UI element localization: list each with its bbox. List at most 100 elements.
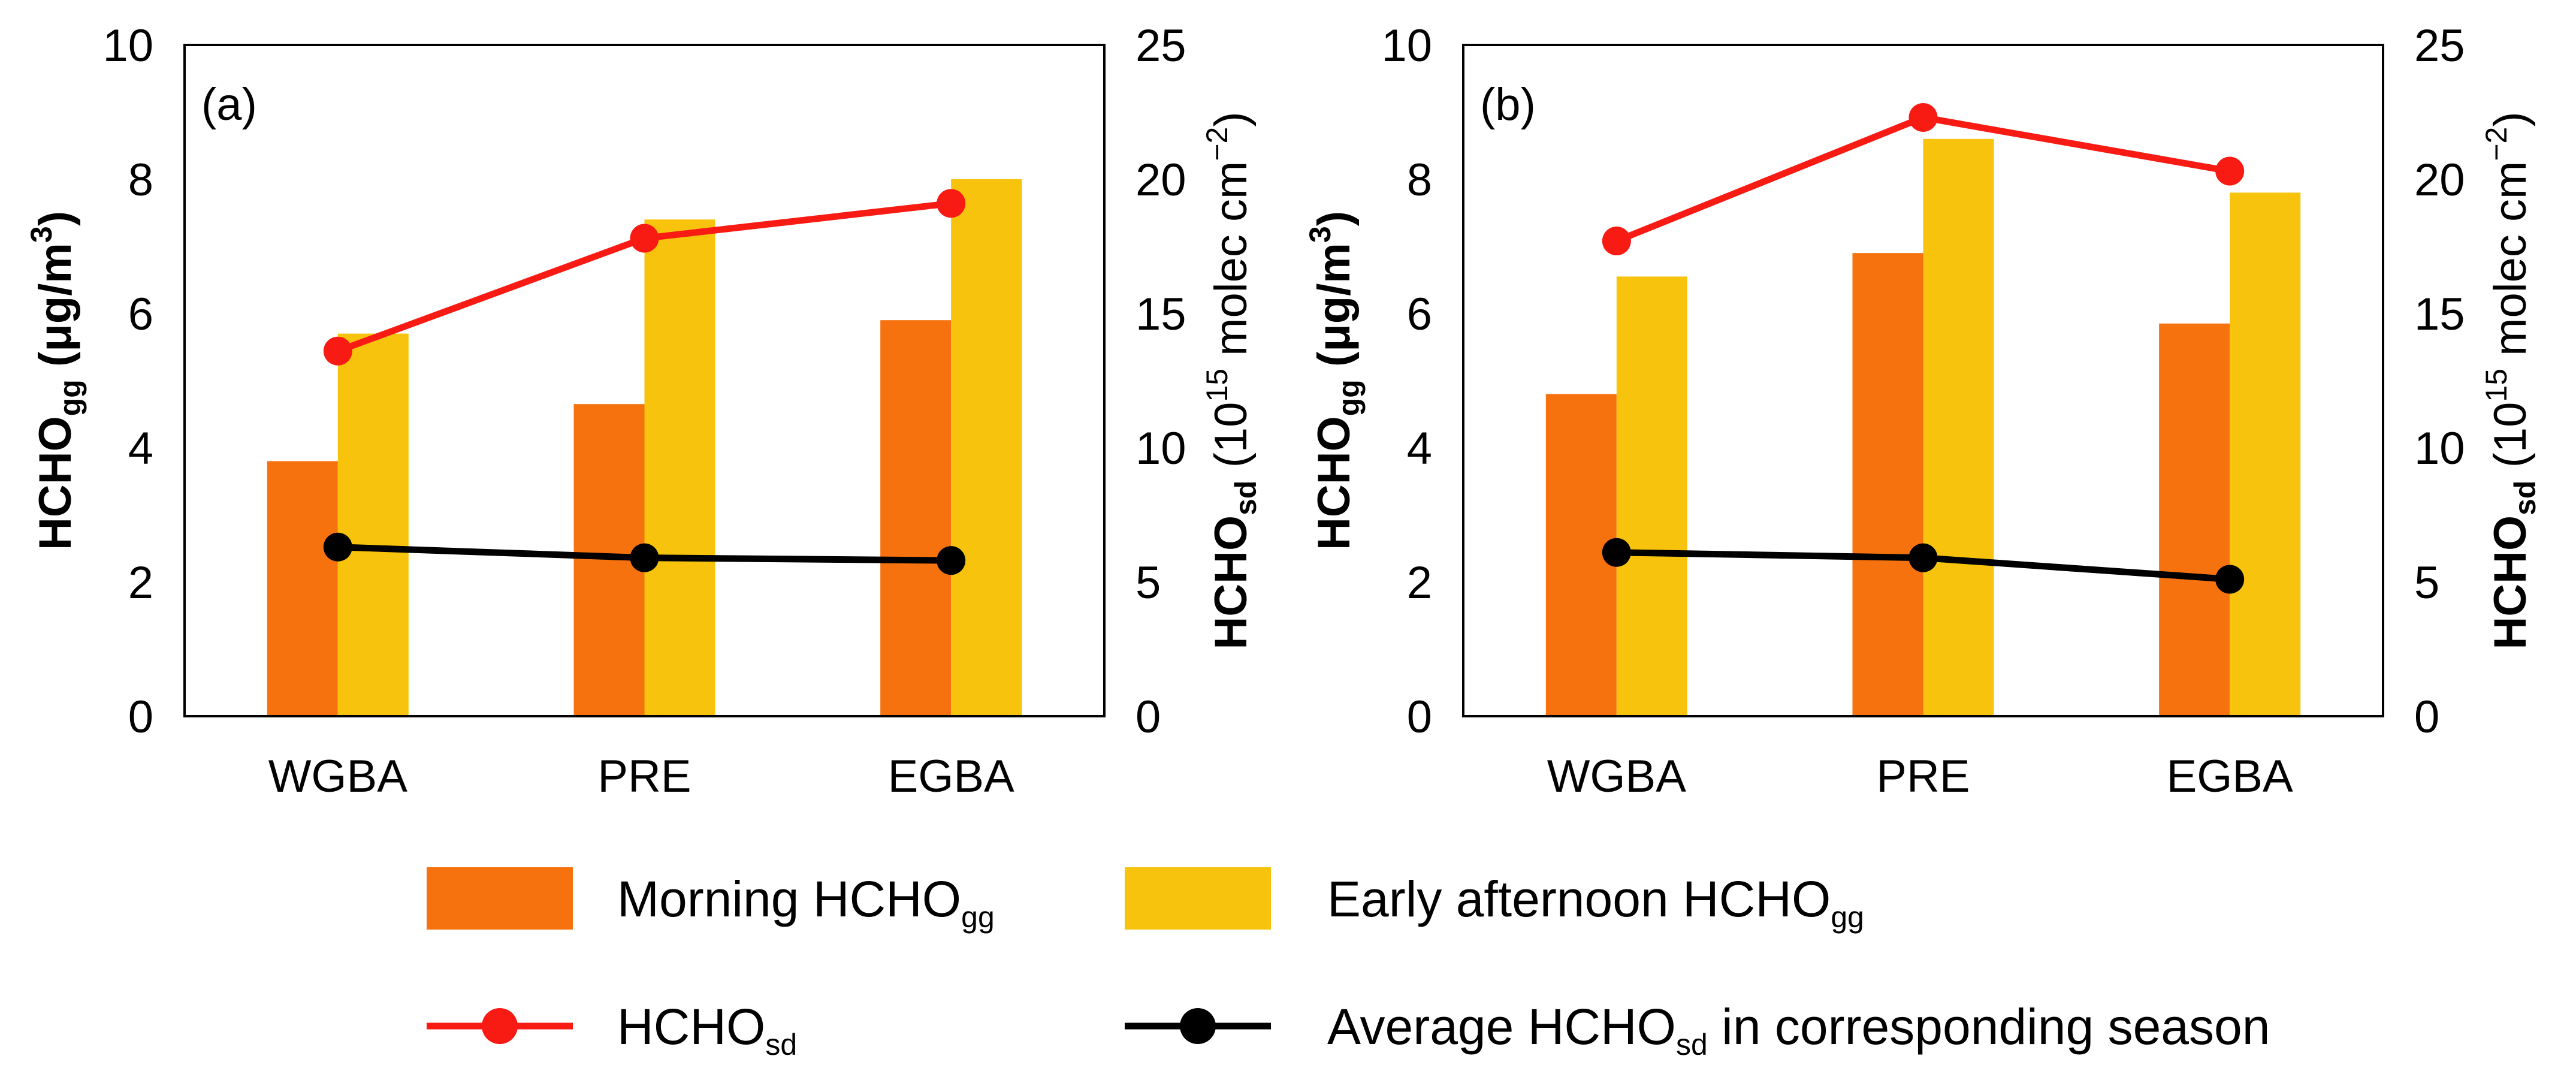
axis-title-superscript: 3	[25, 226, 58, 243]
legend-label-subscript: sd	[765, 1028, 797, 1061]
legend-item: Early afternoon HCHOgg	[1125, 867, 1864, 934]
bar-morning-egba	[2159, 323, 2230, 716]
axis-title-subscript: gg	[1332, 379, 1366, 416]
legend-label-subscript: gg	[1831, 900, 1864, 934]
right-y-tick-label: 15	[2414, 289, 2465, 340]
legend-label-subscript: sd	[1676, 1028, 1708, 1061]
x-category-label: WGBA	[268, 751, 408, 802]
x-category-label: PRE	[597, 751, 691, 802]
axis-title-unit-end: )	[1309, 211, 1360, 226]
marker-average-hcho-sd-wgba	[1602, 538, 1631, 567]
legend-label: Early afternoon HCHOgg	[1327, 871, 1864, 934]
axis-title-unit-end: )	[30, 211, 81, 226]
legend-label-subscript: gg	[961, 900, 995, 934]
axis-title-unit: (μg/m	[30, 243, 81, 379]
axis-title-main: HCHO	[2485, 515, 2536, 650]
bar-early-afternoon-egba	[951, 179, 1022, 716]
right-y-tick-label: 20	[1136, 155, 1186, 206]
legend-label-main: Average HCHO	[1327, 998, 1676, 1055]
left-y-tick-label: 8	[1407, 155, 1432, 206]
axis-title-unit-mid: molec cm	[1206, 161, 1257, 369]
bar-early-afternoon-wgba	[337, 333, 409, 716]
right-y-tick-label: 10	[1136, 423, 1186, 474]
axis-title-superscript: 3	[1303, 226, 1337, 243]
axis-title-main: HCHO	[1206, 515, 1257, 650]
marker-average-hcho-sd-pre	[1908, 543, 1938, 572]
axis-title-superscript: 15	[2480, 369, 2513, 402]
right-y-tick-label: 15	[1136, 289, 1186, 340]
right-y-tick-label: 20	[2414, 155, 2465, 206]
left-y-axis-title: HCHOgg (μg/m3)	[1303, 211, 1366, 550]
marker-hcho-sd-wgba	[1602, 227, 1631, 256]
axis-title-unit-end: )	[1206, 111, 1257, 126]
bar-early-afternoon-pre	[1923, 138, 1994, 717]
legend-marker-swatch	[482, 1008, 518, 1044]
axis-title-unit: (10	[1206, 402, 1257, 481]
legend-item: Average HCHOsd in corresponding season	[1125, 998, 2270, 1061]
bar-early-afternoon-wgba	[1616, 276, 1687, 716]
left-y-tick-label: 6	[1407, 289, 1432, 340]
x-category-label: EGBA	[2167, 751, 2293, 802]
legend-marker-swatch	[1180, 1008, 1216, 1044]
legend-item: HCHOsd	[427, 998, 797, 1061]
marker-hcho-sd-egba	[2215, 156, 2245, 186]
left-y-tick-label: 2	[1407, 557, 1432, 608]
legend-label: Morning HCHOgg	[617, 871, 995, 934]
left-y-tick-label: 4	[1407, 423, 1432, 474]
right-y-tick-label: 0	[2414, 692, 2439, 743]
legend-item: Morning HCHOgg	[427, 867, 995, 934]
axis-title-subscript: sd	[1229, 481, 1263, 515]
axis-title-main: HCHO	[1309, 416, 1360, 550]
right-y-tick-label: 25	[2414, 20, 2465, 71]
axis-title-superscript-2: −2	[2480, 127, 2513, 161]
legend-swatch	[1125, 867, 1271, 930]
right-y-axis-title: HCHOsd (1015 molec cm−2)	[1200, 111, 1263, 649]
marker-average-hcho-sd-pre	[630, 543, 659, 572]
left-y-tick-label: 4	[128, 423, 153, 474]
right-y-tick-label: 25	[1136, 20, 1186, 71]
axis-title-unit-end: )	[2485, 111, 2536, 126]
axis-title-superscript-2: −2	[1200, 127, 1234, 161]
panel-label: (b)	[1480, 79, 1536, 130]
legend-swatch	[427, 867, 573, 930]
axis-title-unit-mid: molec cm	[2485, 161, 2536, 369]
left-y-tick-label: 2	[128, 557, 153, 608]
marker-average-hcho-sd-wgba	[323, 532, 352, 562]
x-category-label: EGBA	[888, 751, 1014, 802]
marker-average-hcho-sd-egba	[2215, 565, 2245, 594]
left-y-tick-label: 0	[1407, 692, 1432, 743]
legend-label: Average HCHOsd in corresponding season	[1327, 998, 2270, 1061]
axis-title-unit: (10	[2485, 402, 2536, 481]
right-y-tick-label: 5	[1136, 557, 1161, 608]
bar-early-afternoon-egba	[2230, 192, 2301, 716]
axis-title-superscript: 15	[1200, 369, 1234, 402]
x-category-label: WGBA	[1547, 751, 1687, 802]
axis-title-subscript: gg	[53, 379, 87, 416]
axis-title-subscript: sd	[2508, 481, 2542, 515]
right-y-tick-label: 5	[2414, 557, 2439, 608]
left-y-tick-label: 0	[128, 692, 153, 743]
right-y-axis-title: HCHOsd (1015 molec cm−2)	[2480, 111, 2542, 649]
legend-label-main: Morning HCHO	[617, 871, 961, 927]
left-y-tick-label: 10	[102, 20, 153, 71]
marker-average-hcho-sd-egba	[937, 546, 966, 575]
panel-label: (a)	[201, 79, 257, 130]
legend-label-main: Early afternoon HCHO	[1327, 871, 1831, 927]
right-y-tick-label: 0	[1136, 692, 1161, 743]
legend: Morning HCHOgg Early afternoon HCHOggHCHO…	[427, 867, 2270, 1061]
x-category-label: PRE	[1876, 751, 1970, 802]
axis-title-main: HCHO	[30, 416, 81, 550]
bar-morning-egba	[880, 320, 952, 716]
left-y-axis-title: HCHOgg (μg/m3)	[25, 211, 87, 550]
bar-morning-pre	[1852, 253, 1923, 716]
marker-hcho-sd-pre	[1908, 102, 1938, 132]
marker-hcho-sd-egba	[937, 189, 966, 218]
bar-early-afternoon-pre	[644, 219, 715, 716]
legend-label-main: HCHO	[617, 998, 765, 1055]
left-y-tick-label: 6	[128, 289, 153, 340]
axis-title-unit: (μg/m	[1309, 243, 1360, 379]
legend-label-rest: in corresponding season	[1708, 998, 2270, 1055]
